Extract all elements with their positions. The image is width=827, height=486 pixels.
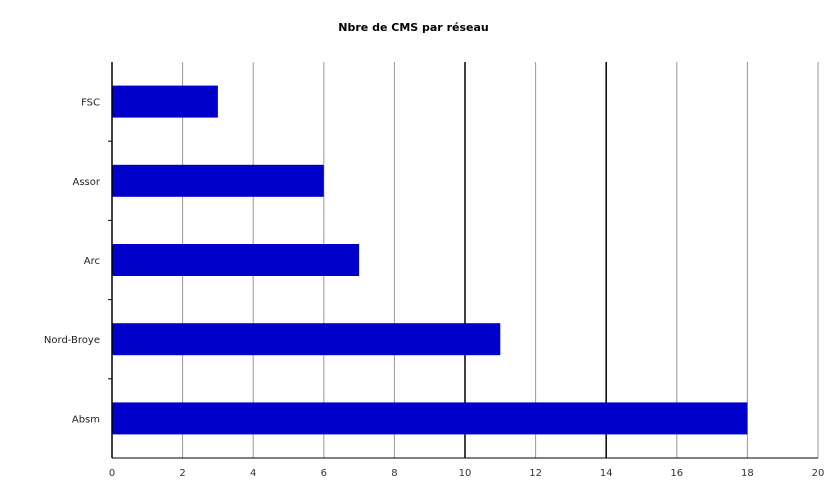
bar-fsc (112, 85, 218, 118)
x-tick-label: 8 (391, 468, 397, 479)
category-label: Absm (72, 414, 100, 425)
bar-assor (112, 164, 324, 197)
x-tick-label: 12 (529, 468, 542, 479)
x-tick-label: 14 (600, 468, 613, 479)
bar-nord-broye (112, 323, 501, 356)
x-tick-label: 18 (741, 468, 754, 479)
bar-absm (112, 402, 748, 435)
x-tick-label: 16 (670, 468, 683, 479)
x-tick-label: 4 (250, 468, 256, 479)
chart-title: Nbre de CMS par réseau (338, 21, 489, 34)
x-tick-label: 10 (459, 468, 472, 479)
x-tick-label: 6 (321, 468, 327, 479)
bars (112, 85, 748, 435)
category-labels: FSC Assor Arc Nord-Broye Absm (44, 98, 112, 425)
category-label: Arc (84, 256, 100, 267)
x-tick-label: 20 (812, 468, 825, 479)
category-label: Assor (73, 177, 101, 188)
category-label: FSC (81, 98, 100, 109)
bar-arc (112, 244, 360, 276)
category-label: Nord-Broye (44, 335, 100, 346)
x-tick-label: 2 (179, 468, 185, 479)
x-tick-label: 0 (109, 468, 115, 479)
x-tick-labels: 0 2 4 6 8 10 12 14 16 18 20 (109, 468, 825, 479)
